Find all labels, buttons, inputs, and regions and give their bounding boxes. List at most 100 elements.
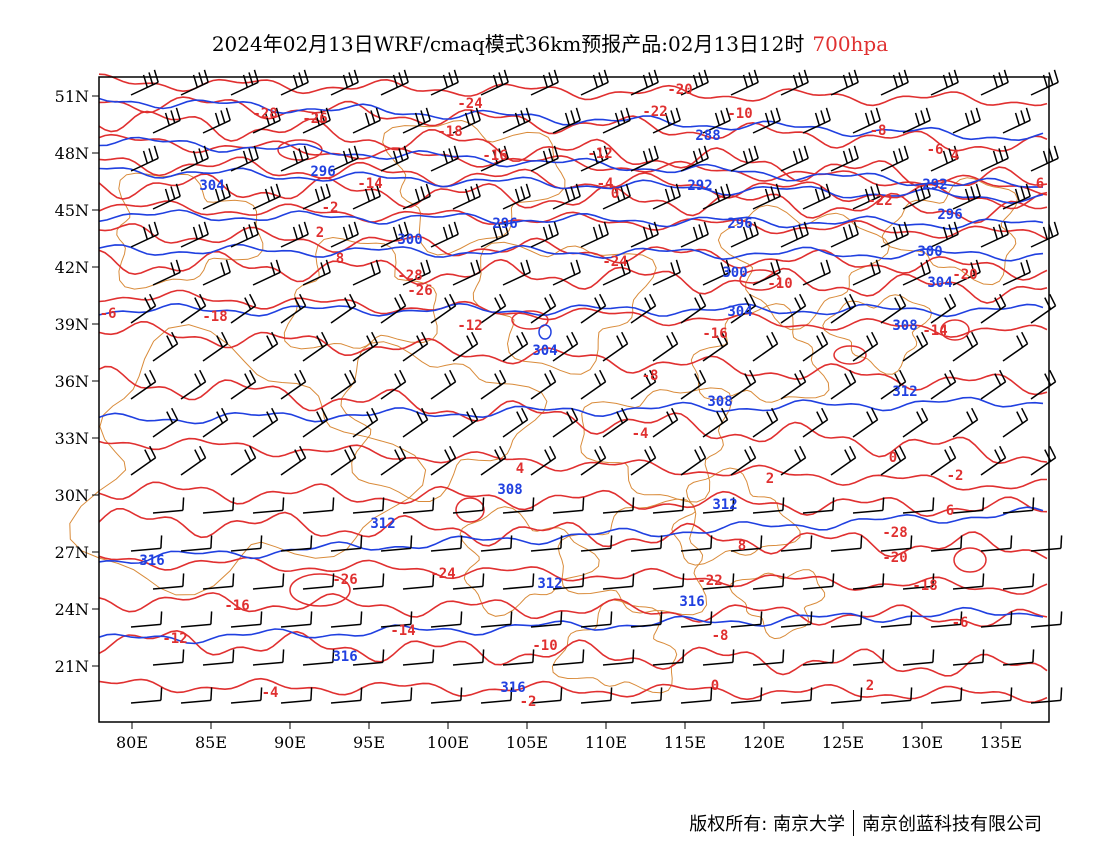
wind-barb	[430, 369, 457, 400]
temperature-contour-label: 0	[889, 450, 897, 466]
wind-barb	[630, 535, 663, 552]
wind-barb	[1002, 407, 1029, 438]
wind-barb	[780, 369, 807, 400]
boundary-line	[382, 119, 566, 256]
temperature-contour-label: -10	[767, 276, 792, 292]
wind-barb	[330, 145, 359, 172]
temperature-contour-label: -28	[252, 106, 277, 122]
wind-barb	[530, 69, 559, 96]
wind-barb	[780, 69, 809, 96]
wind-barb	[302, 107, 331, 134]
lat-tick-label: 30N	[55, 486, 89, 505]
wind-barb	[902, 331, 929, 362]
temperature-contour	[98, 437, 1047, 491]
wind-barb	[602, 649, 635, 666]
wind-barb	[252, 107, 281, 134]
wind-barb	[302, 573, 335, 590]
wind-barb	[1002, 183, 1031, 210]
temperature-contour-label: -12	[162, 631, 187, 647]
wind-barb	[830, 445, 857, 476]
lon-tick-label: 105E	[506, 733, 548, 752]
wind-barb	[402, 331, 429, 362]
wind-barb	[980, 69, 1009, 96]
wind-barb	[552, 107, 581, 134]
height-contour-label: 312	[712, 497, 737, 513]
wind-barb	[680, 445, 707, 476]
wind-barb	[180, 445, 207, 476]
wind-barb	[130, 535, 163, 552]
temperature-contour-label: -20	[952, 267, 977, 283]
wind-barb	[130, 611, 163, 628]
wind-barb	[180, 369, 207, 400]
wind-barb	[380, 445, 407, 476]
height-contour	[538, 324, 552, 340]
temperature-contour	[98, 629, 1048, 677]
wind-barb	[930, 145, 959, 172]
wind-barb	[380, 221, 409, 248]
lon-tick-label: 110E	[585, 733, 627, 752]
height-contour	[98, 167, 1044, 205]
boundary-line	[580, 387, 733, 503]
temperature-contour-label: -18	[202, 309, 227, 325]
lat-tick-label: 27N	[55, 543, 89, 562]
wind-barb	[252, 649, 285, 666]
temperature-contour	[98, 555, 1048, 595]
wind-barb	[202, 407, 229, 438]
wind-barb	[730, 145, 759, 172]
lon-tick-label: 130E	[901, 733, 943, 752]
wind-barb	[702, 259, 731, 286]
wind-barb	[402, 259, 431, 286]
wind-barb	[252, 573, 285, 590]
temperature-contour-label: -6	[927, 142, 944, 158]
wind-barb	[780, 221, 809, 248]
wind-barb	[180, 145, 209, 172]
wind-barb	[1002, 331, 1029, 362]
wind-barb	[652, 407, 679, 438]
wind-barb	[580, 369, 607, 400]
temperature-contour-label: -14	[357, 176, 382, 192]
boundary-line	[671, 467, 801, 566]
temperature-contour	[455, 497, 485, 523]
wind-barb	[230, 145, 259, 172]
wind-barb	[202, 331, 229, 362]
wind-barb	[502, 497, 535, 514]
wind-barb	[630, 145, 659, 172]
wind-barb	[630, 611, 663, 628]
wind-barb	[530, 293, 557, 324]
wind-barb	[852, 183, 881, 210]
wind-barb	[530, 611, 563, 628]
height-contour-label: 300	[917, 244, 942, 260]
wind-barb	[802, 649, 835, 666]
temperature-contour-label: -24	[457, 96, 482, 112]
temperature-contour-label: -26	[302, 111, 327, 127]
wind-barb	[652, 183, 681, 210]
temperature-contour-label: -4	[597, 176, 614, 192]
height-contour-label: 288	[695, 128, 720, 144]
wind-barb	[352, 649, 385, 666]
height-contour-label: 296	[492, 216, 517, 232]
lon-tick-label: 120E	[743, 733, 785, 752]
wind-barb	[502, 107, 531, 134]
wind-barb	[952, 259, 981, 286]
wind-barb	[352, 331, 379, 362]
wind-barb	[880, 611, 913, 628]
wind-barb	[152, 573, 185, 590]
wind-barb	[152, 107, 181, 134]
wind-barb	[802, 497, 835, 514]
temperature-contour-label: -22	[697, 573, 722, 589]
wind-barb	[1002, 107, 1031, 134]
wind-barb	[980, 145, 1009, 172]
wind-barb	[902, 407, 929, 438]
boundary-line	[459, 506, 600, 617]
wind-barb	[952, 331, 979, 362]
wind-barb	[352, 573, 385, 590]
height-contour	[98, 396, 1044, 425]
height-contour-label: 292	[922, 177, 947, 193]
wind-barb	[702, 407, 729, 438]
height-contour	[98, 302, 1044, 318]
wind-barb	[130, 687, 163, 704]
temperature-contour	[98, 110, 1048, 188]
wind-barb	[402, 407, 429, 438]
wind-barb	[630, 69, 659, 96]
